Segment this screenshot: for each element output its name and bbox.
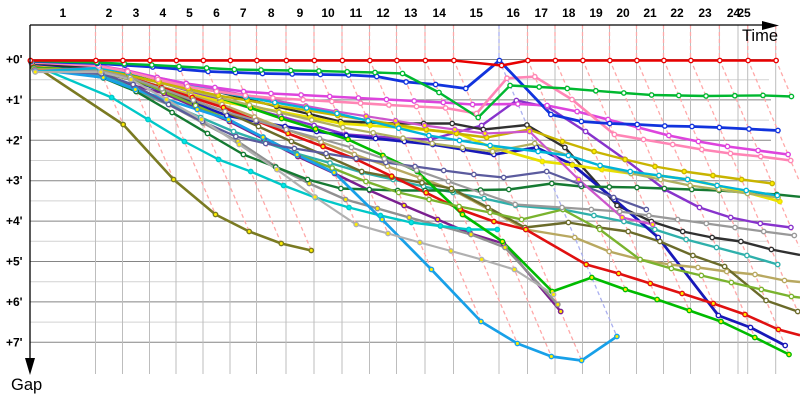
- svg-text:+0': +0': [6, 53, 23, 67]
- svg-text:19: 19: [589, 6, 603, 20]
- svg-text:15: 15: [470, 6, 484, 20]
- svg-text:13: 13: [404, 6, 418, 20]
- svg-text:17: 17: [535, 6, 549, 20]
- svg-text:+7': +7': [6, 335, 23, 349]
- svg-text:3: 3: [133, 6, 140, 20]
- svg-text:+2': +2': [6, 133, 23, 147]
- svg-text:24: 24: [727, 6, 741, 20]
- svg-text:Gap: Gap: [11, 376, 42, 394]
- svg-text:25: 25: [737, 6, 751, 20]
- svg-text:+5': +5': [6, 255, 23, 269]
- svg-text:22: 22: [670, 6, 684, 20]
- svg-text:1: 1: [59, 6, 66, 20]
- svg-text:14: 14: [433, 6, 447, 20]
- svg-text:+3': +3': [6, 174, 23, 188]
- svg-text:7: 7: [240, 6, 247, 20]
- svg-text:12: 12: [376, 6, 390, 20]
- svg-text:4: 4: [159, 6, 166, 20]
- svg-text:21: 21: [643, 6, 657, 20]
- svg-text:+1': +1': [6, 93, 23, 107]
- svg-text:18: 18: [562, 6, 576, 20]
- svg-text:8: 8: [268, 6, 275, 20]
- svg-text:23: 23: [698, 6, 712, 20]
- svg-text:5: 5: [186, 6, 193, 20]
- svg-text:+6': +6': [6, 295, 23, 309]
- svg-text:Time: Time: [742, 27, 778, 45]
- svg-text:+4': +4': [6, 214, 23, 228]
- svg-text:6: 6: [213, 6, 220, 20]
- svg-text:9: 9: [297, 6, 304, 20]
- svg-text:10: 10: [321, 6, 335, 20]
- svg-text:2: 2: [106, 6, 113, 20]
- svg-text:11: 11: [349, 6, 362, 20]
- svg-text:20: 20: [616, 6, 630, 20]
- svg-text:16: 16: [507, 6, 521, 20]
